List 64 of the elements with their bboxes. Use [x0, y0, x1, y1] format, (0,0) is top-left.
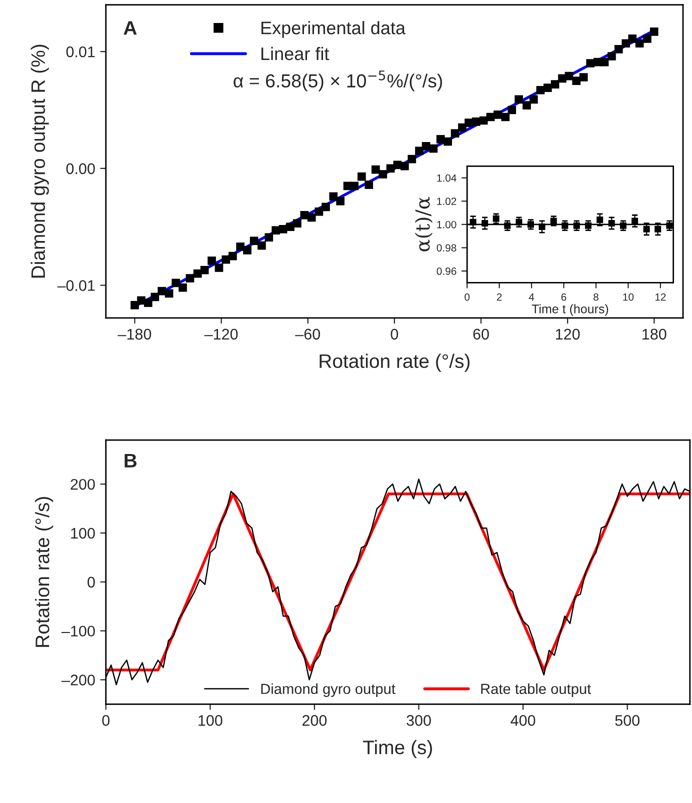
x-tick-label: 60 [473, 328, 489, 340]
point [538, 224, 546, 230]
y-tick-label: –0.01 [57, 280, 95, 291]
y-tick-label: –100 [61, 626, 95, 637]
point [562, 222, 568, 229]
y-tick-label: 0 [88, 576, 95, 588]
point [482, 220, 488, 227]
x-tick-label: 300 [406, 715, 431, 726]
y-tick-label: 1.02 [437, 198, 456, 206]
point [666, 222, 673, 229]
y-axis-title: Diamond gyro output R (%) [30, 44, 49, 278]
legend-label: Rate table output [481, 683, 592, 697]
annotation: α = 6.58(5) × 10$^{−5}$%/(°/s) [234, 70, 442, 92]
point [516, 218, 522, 226]
x-tick-label: 8 [594, 293, 598, 301]
y-tick-label: 0.96 [436, 268, 456, 275]
x-tick-label: 120 [556, 328, 580, 340]
x-tick-label: 180 [642, 328, 666, 340]
point [643, 226, 650, 232]
point [596, 216, 604, 224]
point [654, 226, 662, 232]
x-tick-label: 100 [198, 715, 222, 726]
y-tick-label: 1.04 [437, 174, 456, 182]
x-tick-label: 400 [510, 715, 536, 726]
point [527, 221, 534, 228]
x-tick-label: 10 [623, 293, 634, 301]
y-tick-label: 200 [70, 478, 95, 490]
y-tick-label: 0.00 [66, 163, 95, 174]
y-tick-label: 1.00 [437, 220, 456, 228]
point [504, 222, 511, 229]
y-axis-title: Rotation rate (°/s) [35, 497, 54, 647]
x-tick-label: 6 [561, 293, 566, 301]
y-axis-title: α(t)/α [414, 197, 433, 252]
point [620, 222, 626, 229]
point [573, 222, 580, 229]
x-tick-label: 12 [655, 293, 666, 301]
point [470, 218, 476, 226]
legend-label: Linear fit [261, 46, 330, 60]
y-tick-label: 100 [71, 528, 95, 539]
x-tick-label: 0 [102, 715, 110, 726]
x-axis-title: Rotation rate (°/s) [320, 354, 470, 372]
x-tick-label: 500 [615, 715, 640, 726]
x-tick-label: 2 [496, 293, 502, 301]
x-tick-label: –60 [295, 328, 320, 340]
point [608, 220, 615, 227]
x-axis-title: Time (s) [363, 740, 432, 758]
x-tick-label: –180 [118, 328, 152, 340]
x-tick-label: 4 [528, 293, 534, 301]
point [632, 218, 638, 224]
point [584, 222, 592, 229]
point [550, 218, 557, 224]
y-tick-label: –200 [61, 674, 95, 686]
legend-label: Diamond gyro output [261, 683, 396, 697]
legend-label: Experimental data [261, 21, 406, 38]
y-tick-label: 0.01 [66, 46, 95, 58]
point [492, 215, 500, 222]
annotation: A [124, 21, 137, 35]
x-axis-title: Time t (hours) [532, 304, 608, 316]
x-tick-label: 0 [464, 293, 470, 301]
x-tick-label: –120 [204, 328, 238, 340]
y-tick-label: 0.98 [436, 244, 456, 252]
x-tick-label: 200 [302, 715, 327, 726]
x-tick-label: 0 [390, 328, 398, 340]
annotation: B [124, 454, 137, 468]
